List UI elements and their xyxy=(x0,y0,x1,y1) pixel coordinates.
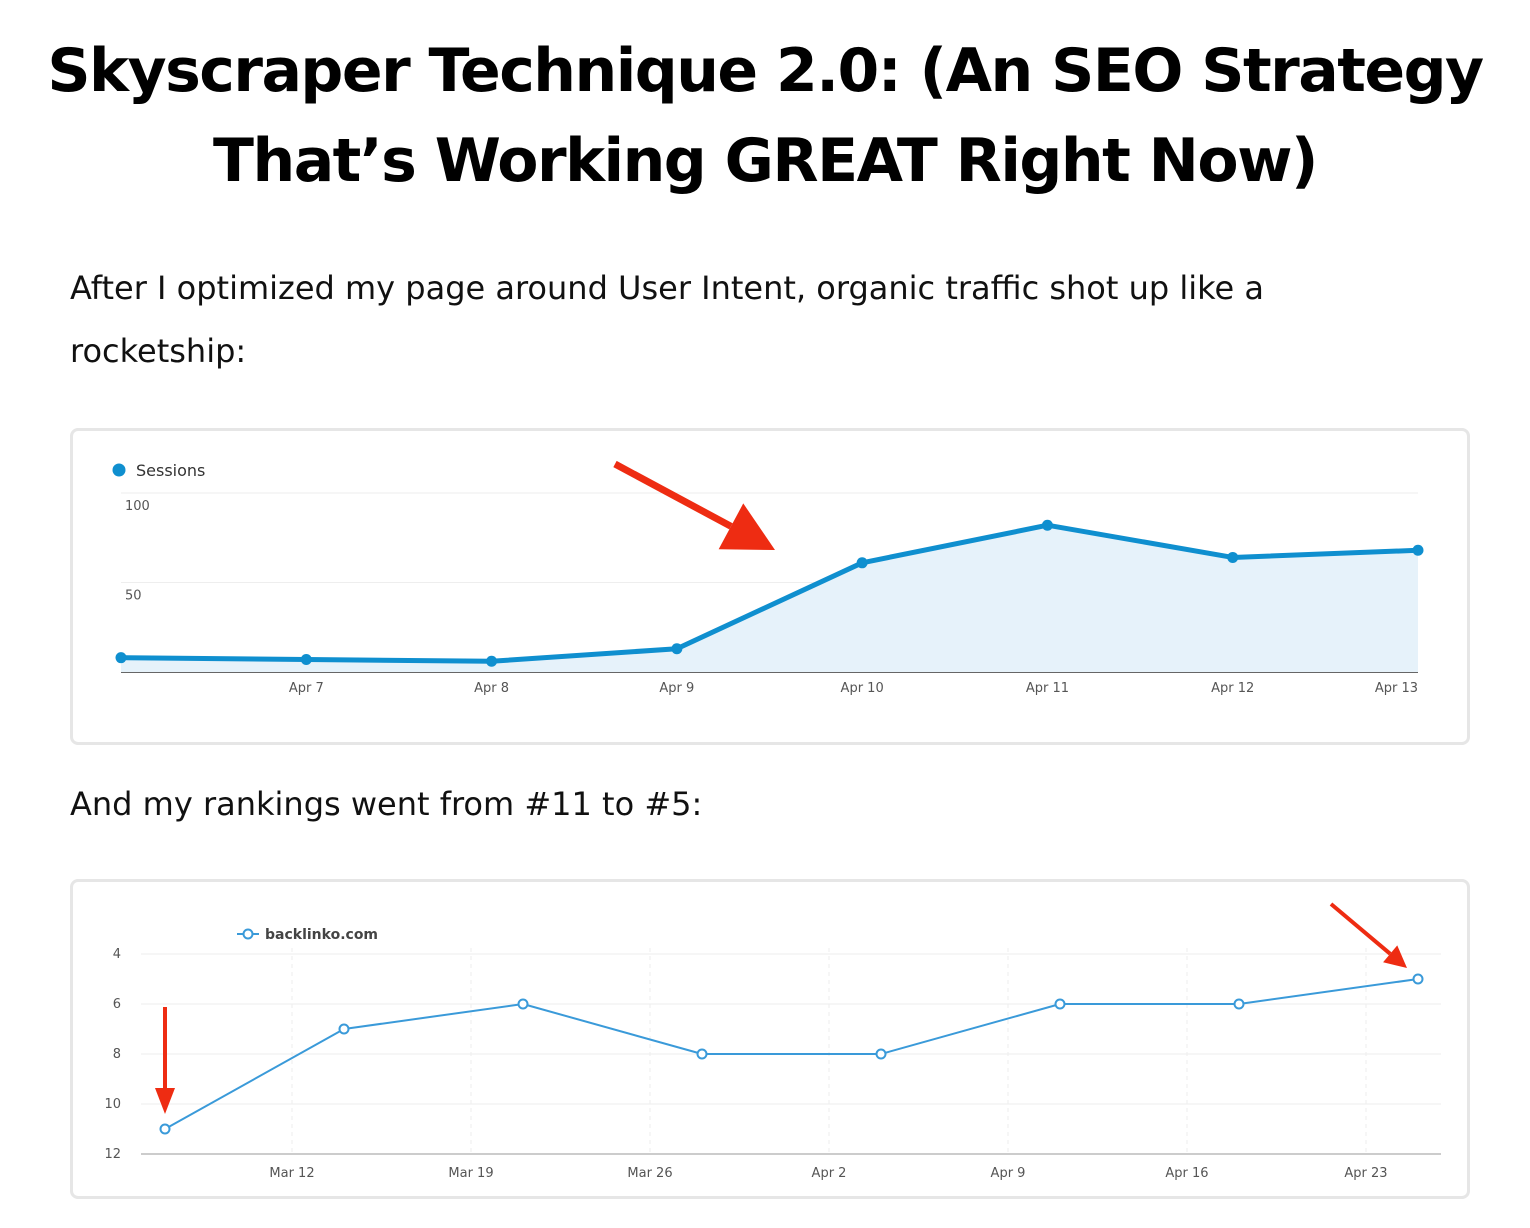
data-point xyxy=(115,652,127,664)
intro-paragraph: After I optimized my page around User In… xyxy=(70,269,1264,370)
data-point xyxy=(159,1123,171,1135)
data-point xyxy=(1054,998,1066,1010)
x-tick-label: Apr 10 xyxy=(841,681,884,696)
y-tick-label: 4 xyxy=(113,947,121,962)
x-tick-label: Apr 9 xyxy=(659,681,694,696)
sessions-area xyxy=(121,525,1418,672)
data-point xyxy=(875,1048,887,1060)
x-tick-label: Mar 26 xyxy=(627,1166,672,1181)
data-point xyxy=(1227,551,1239,563)
x-tick-label: Apr 13 xyxy=(1375,681,1418,696)
sessions-line xyxy=(120,522,1419,664)
legend-marker xyxy=(112,463,126,477)
data-point xyxy=(517,998,529,1010)
y-tick-label: 12 xyxy=(104,1147,121,1162)
end-rank-arrow xyxy=(1329,902,1407,968)
data-point xyxy=(671,643,683,655)
rank-line xyxy=(164,978,1419,1130)
data-point xyxy=(338,1023,350,1035)
x-tick-label: Mar 12 xyxy=(269,1166,314,1181)
annotation-arrow-head xyxy=(718,503,775,550)
start-rank-arrow-head xyxy=(155,1088,175,1114)
x-tick-label: Apr 7 xyxy=(289,681,324,696)
legend-marker xyxy=(242,928,254,940)
data-point xyxy=(1233,998,1245,1010)
data-point xyxy=(300,653,312,665)
y-tick-label: 100 xyxy=(125,499,150,514)
y-tick-label: 10 xyxy=(104,1097,121,1112)
x-tick-label: Apr 9 xyxy=(991,1166,1026,1181)
y-tick-label: 6 xyxy=(113,997,121,1012)
rankings-chart: Mar 12 Mar 19 Mar 26 Apr 2 Apr 9 Apr 16 Apr 23… xyxy=(104,902,1441,1181)
y-tick-label: 50 xyxy=(125,589,142,604)
end-rank-arrow-shaft xyxy=(1329,902,1392,956)
y-tick-label: 8 xyxy=(113,1047,121,1062)
legend-label: Sessions xyxy=(136,461,205,480)
x-tick-label: Mar 19 xyxy=(448,1166,493,1181)
rankings-paragraph: And my rankings went from #11 to #5: xyxy=(70,785,703,823)
x-tick-label: Apr 8 xyxy=(474,681,509,696)
start-rank-arrow xyxy=(155,1007,175,1114)
x-tick-label: Apr 2 xyxy=(812,1166,847,1181)
data-point xyxy=(1412,544,1424,556)
sessions-chart-card: Apr 7 Apr 8 Apr 9 Apr 10 Apr 11 Apr 12 Apr 13 … xyxy=(70,428,1470,745)
data-point xyxy=(1041,519,1053,531)
end-rank-arrow-head xyxy=(1383,945,1407,968)
x-tick-label: Apr 16 xyxy=(1165,1166,1208,1181)
data-point xyxy=(1412,973,1424,985)
sessions-chart: Apr 7 Apr 8 Apr 9 Apr 10 Apr 11 Apr 12 Apr 13 … xyxy=(112,460,1424,696)
data-point xyxy=(696,1048,708,1060)
x-tick-label: Apr 23 xyxy=(1344,1166,1387,1181)
data-point xyxy=(856,557,868,569)
legend-label: backlinko.com xyxy=(265,927,378,943)
annotation-arrow xyxy=(613,460,775,550)
x-tick-label: Apr 11 xyxy=(1026,681,1069,696)
x-tick-label: Apr 12 xyxy=(1211,681,1254,696)
article-title: Skyscraper Technique 2.0: (An SEO Strate… xyxy=(47,36,1484,196)
data-point xyxy=(486,655,498,667)
annotation-arrow-shaft xyxy=(613,460,733,530)
rankings-chart-card: Mar 12 Mar 19 Mar 26 Apr 2 Apr 9 Apr 16 Apr 23… xyxy=(70,879,1470,1199)
